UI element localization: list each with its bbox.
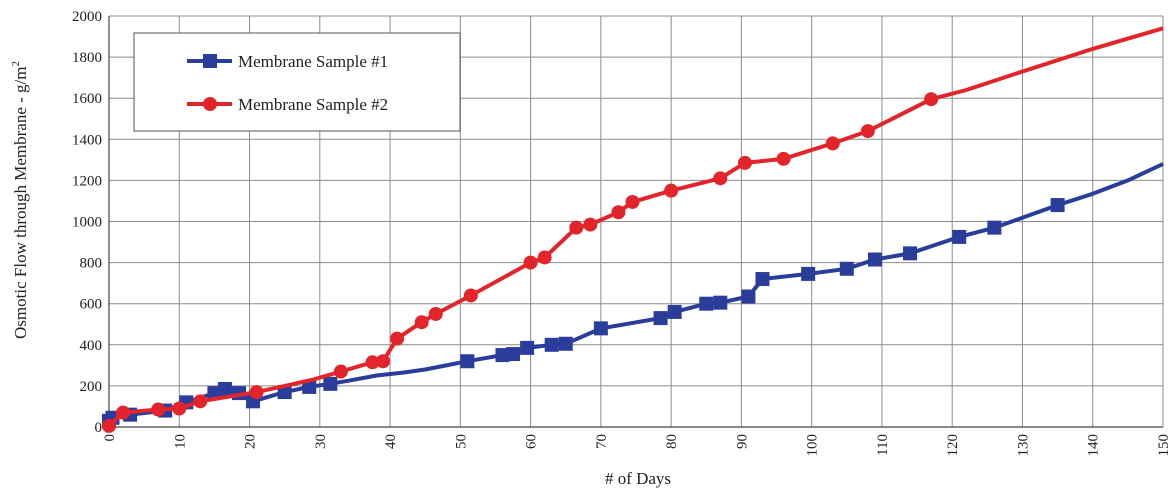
y-tick-label: 800 — [80, 256, 103, 272]
x-tick-label: 20 — [243, 434, 259, 449]
data-point — [987, 221, 1001, 235]
y-tick-label: 1200 — [72, 173, 102, 189]
data-point — [668, 305, 682, 319]
data-point — [218, 382, 232, 396]
x-tick-label: 60 — [524, 434, 540, 449]
y-axis-title-superscript: 2 — [10, 61, 22, 67]
data-point — [250, 385, 264, 399]
x-axis-title: # of Days — [605, 469, 671, 488]
data-point — [520, 341, 534, 355]
data-point — [952, 230, 966, 244]
y-tick-label: 1800 — [72, 50, 102, 66]
data-point — [826, 136, 840, 150]
x-tick-label: 90 — [734, 434, 750, 449]
x-tick-label: 80 — [664, 434, 680, 449]
data-point — [861, 124, 875, 138]
data-point — [594, 321, 608, 335]
x-tick-label: 70 — [594, 434, 610, 449]
data-point — [538, 250, 552, 264]
data-point — [868, 253, 882, 267]
data-point — [777, 152, 791, 166]
data-point — [738, 156, 752, 170]
data-point — [390, 332, 404, 346]
data-point — [524, 256, 538, 270]
data-point — [460, 354, 474, 368]
data-point — [801, 267, 815, 281]
y-tick-label: 400 — [80, 338, 103, 354]
x-tick-label: 110 — [875, 434, 891, 456]
legend-box — [134, 33, 460, 131]
data-point — [172, 402, 186, 416]
data-point — [713, 296, 727, 310]
data-point — [116, 406, 130, 420]
legend-marker-sample-1 — [203, 54, 217, 68]
data-point — [699, 297, 713, 311]
x-tick-label: 100 — [805, 434, 821, 457]
data-point — [569, 221, 583, 235]
data-point — [151, 403, 165, 417]
data-point — [755, 272, 769, 286]
y-axis-title: Osmotic Flow through Membrane - g/m2 — [10, 61, 30, 339]
y-tick-label: 200 — [80, 379, 103, 395]
y-tick-label: 600 — [80, 297, 103, 313]
data-point — [102, 419, 116, 433]
x-tick-label: 50 — [453, 434, 469, 449]
data-point — [840, 262, 854, 276]
legend-marker-sample-2 — [203, 97, 217, 111]
data-point — [664, 184, 678, 198]
data-point — [625, 195, 639, 209]
data-point — [713, 171, 727, 185]
data-point — [583, 218, 597, 232]
data-point — [464, 288, 478, 302]
data-point — [559, 337, 573, 351]
y-tick-label: 1400 — [72, 132, 102, 148]
data-point — [741, 290, 755, 304]
x-tick-label: 40 — [383, 434, 399, 449]
x-tick-label: 150 — [1156, 434, 1168, 457]
x-tick-label: 0 — [102, 434, 118, 442]
data-point — [334, 365, 348, 379]
x-tick-label: 140 — [1086, 434, 1102, 457]
y-tick-label: 0 — [95, 420, 103, 436]
x-tick-label: 120 — [945, 434, 961, 457]
legend: Membrane Sample #1 Membrane Sample #2 — [134, 33, 460, 131]
data-point — [506, 347, 520, 361]
data-point — [611, 205, 625, 219]
data-point — [1051, 198, 1065, 212]
data-point — [376, 354, 390, 368]
data-point — [415, 315, 429, 329]
x-tick-label: 130 — [1015, 434, 1031, 457]
legend-label-sample-1: Membrane Sample #1 — [238, 52, 388, 71]
y-tick-label: 1000 — [72, 215, 102, 231]
data-point — [193, 394, 207, 408]
x-tick-label: 30 — [313, 434, 329, 449]
legend-label-sample-2: Membrane Sample #2 — [238, 95, 388, 114]
x-tick-label: 10 — [172, 434, 188, 449]
data-point — [323, 377, 337, 391]
data-point — [903, 246, 917, 260]
y-tick-label: 2000 — [72, 9, 102, 25]
data-point — [545, 338, 559, 352]
data-point — [654, 311, 668, 325]
y-tick-label: 1600 — [72, 91, 102, 107]
data-point — [924, 92, 938, 106]
data-point — [429, 307, 443, 321]
